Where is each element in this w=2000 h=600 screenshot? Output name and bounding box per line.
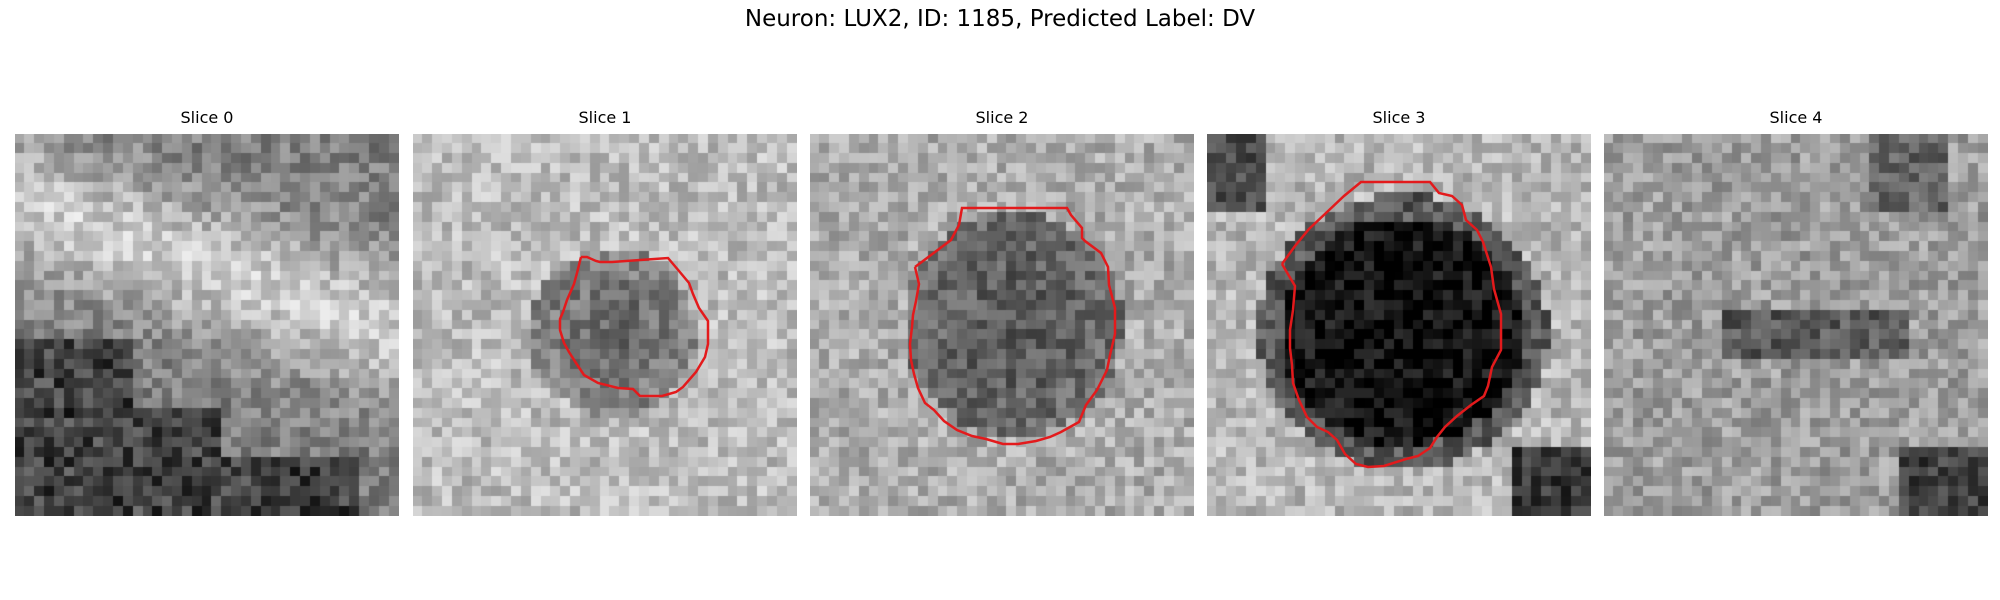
slice-panel-0 (15, 134, 399, 516)
neuron-contour-2 (908, 206, 1117, 446)
slice-image-1 (413, 134, 797, 516)
slice-title-1: Slice 1 (578, 108, 632, 127)
neuron-contour-1 (558, 255, 710, 398)
slice-panel-3 (1207, 134, 1591, 516)
slice-panel-2 (810, 134, 1194, 516)
slice-title-2: Slice 2 (975, 108, 1029, 127)
contour-overlay-1 (558, 255, 710, 398)
slice-title-0: Slice 0 (180, 108, 234, 127)
slice-image-2 (810, 134, 1194, 516)
neuron-contour-3 (1280, 180, 1503, 469)
slice-panel-4 (1604, 134, 1988, 516)
slice-title-4: Slice 4 (1769, 108, 1823, 127)
slice-image-3 (1207, 134, 1591, 516)
contour-overlay-3 (1280, 180, 1503, 469)
figure-title: Neuron: LUX2, ID: 1185, Predicted Label:… (744, 6, 1256, 32)
slice-image-0 (15, 134, 399, 516)
slice-image-4 (1604, 134, 1988, 516)
slice-title-3: Slice 3 (1372, 108, 1426, 127)
slice-panel-1 (413, 134, 797, 516)
contour-overlay-2 (908, 206, 1117, 446)
